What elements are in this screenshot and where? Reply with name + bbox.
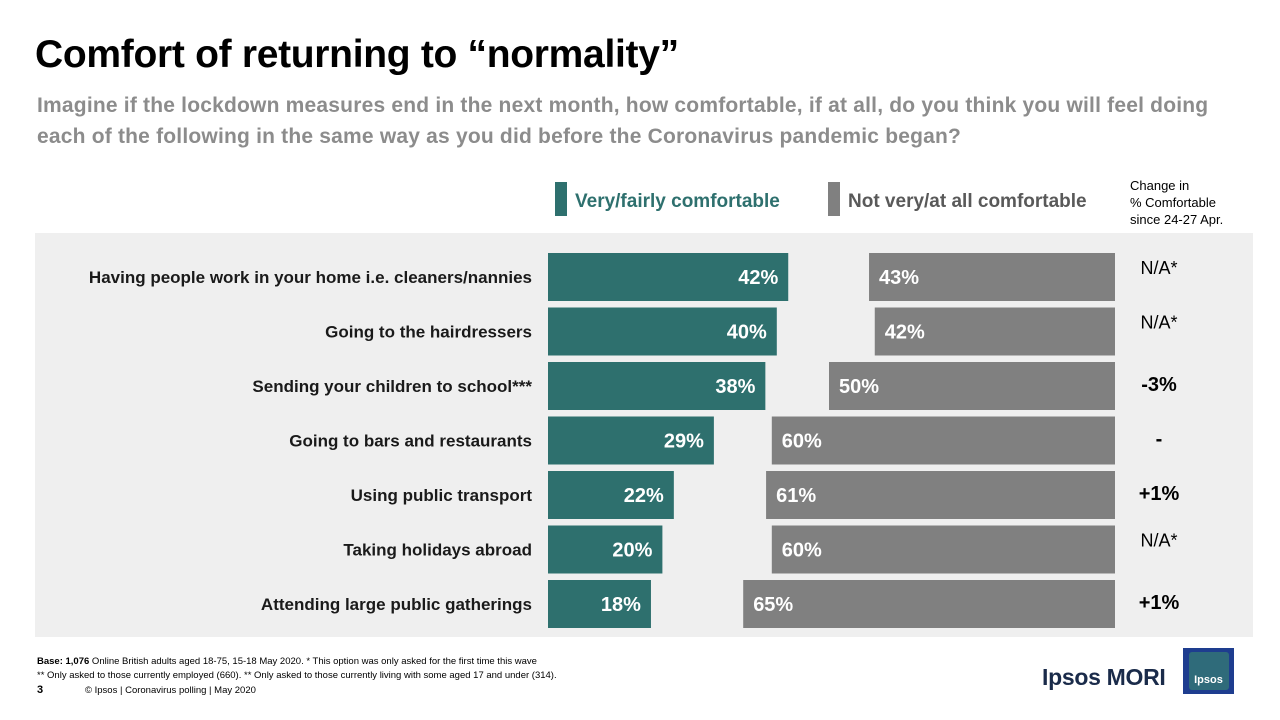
change-column-header: Change in % Comfortable since 24-27 Apr. <box>1130 177 1223 228</box>
ipsos-logo: Ipsos <box>1183 648 1234 694</box>
footer-bottom: 3 © Ipsos | Coronavirus polling | May 202… <box>37 684 256 696</box>
change-header-line: % Comfortable <box>1130 195 1216 210</box>
change-value: +1% <box>1139 592 1180 614</box>
bar-not-comfortable <box>771 525 1115 574</box>
change-value: -3% <box>1141 374 1177 396</box>
data-label-comfortable: 20% <box>612 540 652 562</box>
category-label: Attending large public gatherings <box>261 595 532 614</box>
data-label-not-comfortable: 42% <box>885 322 925 344</box>
bar-not-comfortable <box>743 580 1115 628</box>
category-label: Going to the hairdressers <box>325 323 532 342</box>
data-label-comfortable: 42% <box>738 267 778 289</box>
data-label-not-comfortable: 65% <box>753 594 793 616</box>
data-label-comfortable: 22% <box>624 485 664 507</box>
legend-label-not-comfortable: Not very/at all comfortable <box>848 191 1087 212</box>
change-value: N/A* <box>1140 258 1177 278</box>
bar-not-comfortable <box>829 362 1115 410</box>
comfort-bar-chart: Having people work in your home i.e. cle… <box>89 253 1180 628</box>
data-label-not-comfortable: 50% <box>839 376 879 398</box>
bar-comfortable <box>548 253 789 301</box>
category-label: Going to bars and restaurants <box>289 432 532 451</box>
data-label-comfortable: 29% <box>664 431 704 453</box>
data-label-not-comfortable: 61% <box>776 485 816 507</box>
chart-panel: Having people work in your home i.e. cle… <box>35 233 1253 637</box>
logo-mark <box>1189 652 1229 690</box>
change-value: N/A* <box>1140 313 1177 333</box>
category-label: Sending your children to school*** <box>252 377 532 396</box>
data-label-comfortable: 40% <box>727 322 767 344</box>
data-label-not-comfortable: 43% <box>879 267 919 289</box>
base-line: Base: 1,076 Online British adults aged 1… <box>37 655 557 669</box>
bar-comfortable <box>548 580 651 628</box>
bar-comfortable <box>548 525 663 574</box>
base-text: Online British adults aged 18-75, 15-18 … <box>89 656 537 667</box>
footnote-line: ** Only asked to those currently employe… <box>37 670 557 681</box>
legend-label-comfortable: Very/fairly comfortable <box>575 191 780 212</box>
category-label: Using public transport <box>351 486 533 505</box>
bar-comfortable <box>548 416 714 465</box>
page-number: 3 <box>37 684 44 696</box>
brand-name: Ipsos MORI <box>1042 664 1166 690</box>
legend-swatch-comfortable <box>555 182 567 216</box>
bar-not-comfortable <box>874 307 1115 356</box>
bar-not-comfortable <box>869 253 1115 301</box>
bar-not-comfortable <box>771 416 1115 465</box>
footer-notes: Base: 1,076 Online British adults aged 1… <box>37 655 557 683</box>
data-label-not-comfortable: 60% <box>782 431 822 453</box>
logo-text: Ipsos <box>1194 674 1223 686</box>
bar-comfortable <box>548 307 777 356</box>
bar-comfortable <box>548 362 766 410</box>
data-label-comfortable: 18% <box>601 594 641 616</box>
survey-question: Imagine if the lockdown measures end in … <box>37 94 1209 148</box>
change-header-line: Change in <box>1130 178 1190 193</box>
legend-swatch-not-comfortable <box>828 182 840 216</box>
change-value: - <box>1156 429 1163 451</box>
category-label: Taking holidays abroad <box>343 541 532 560</box>
copyright-text: © Ipsos | Coronavirus polling | May 2020 <box>85 685 256 696</box>
change-header-line: since 24-27 Apr. <box>1130 212 1224 227</box>
change-value: +1% <box>1139 483 1180 505</box>
bar-not-comfortable <box>766 471 1115 519</box>
data-label-not-comfortable: 60% <box>782 540 822 562</box>
category-label: Having people work in your home i.e. cle… <box>89 268 532 287</box>
data-label-comfortable: 38% <box>715 376 755 398</box>
base-bold: Base: 1,076 <box>37 656 90 667</box>
change-value: N/A* <box>1140 531 1177 551</box>
page-title: Comfort of returning to “normality” <box>35 33 679 76</box>
bar-comfortable <box>548 471 674 519</box>
